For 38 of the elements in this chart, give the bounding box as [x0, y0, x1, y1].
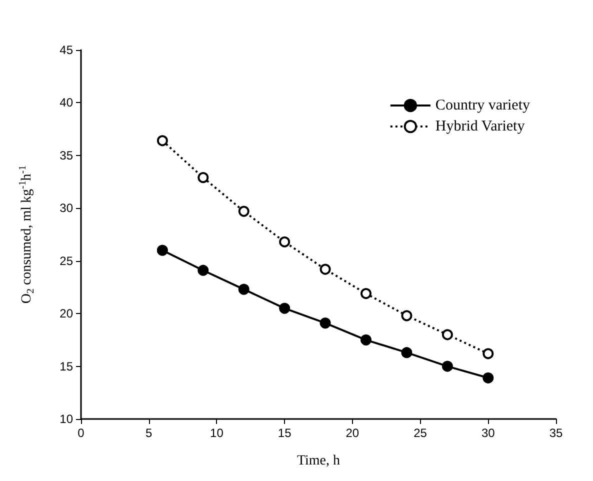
- y-tick-label: 45: [60, 43, 74, 57]
- point: [442, 360, 453, 372]
- x-tick-label: 30: [481, 426, 496, 440]
- point: [198, 264, 209, 276]
- x-tick-label: 10: [210, 426, 224, 440]
- point: [482, 348, 494, 360]
- point: [401, 347, 412, 358]
- y-axis-title: O2 consumed, ml kg-1h-1: [18, 165, 36, 304]
- y-tick-label: 40: [60, 96, 74, 110]
- point: [401, 310, 412, 322]
- y-tick-label: 25: [60, 254, 74, 268]
- x-tick-label: 35: [549, 426, 563, 440]
- point: [279, 302, 290, 314]
- point: [482, 372, 494, 384]
- point: [238, 284, 250, 295]
- point: [156, 135, 168, 146]
- x-tick-label: 20: [346, 426, 360, 440]
- point: [442, 329, 453, 340]
- x-tick-label: 15: [278, 426, 292, 440]
- point: [279, 236, 290, 248]
- point: [360, 334, 372, 346]
- legend-label: Hybrid Variety: [435, 118, 526, 134]
- x-tick-label: 25: [414, 426, 428, 440]
- y-tick-label: 35: [60, 148, 74, 162]
- y-tick-label: 30: [60, 201, 74, 216]
- point: [238, 206, 250, 217]
- x-tick-label: 5: [146, 426, 153, 440]
- point: [198, 172, 209, 184]
- point: [320, 264, 331, 275]
- x-axis-title: Time, h: [296, 454, 340, 468]
- x-tick-label: 0: [78, 426, 85, 440]
- point: [156, 244, 168, 256]
- y-tick-label: 15: [60, 359, 74, 374]
- y-tick-label: 20: [60, 306, 74, 321]
- point: [360, 288, 372, 300]
- point: [320, 318, 331, 329]
- y-tick-label: 10: [60, 412, 74, 426]
- legend-label: Country variety: [435, 98, 530, 114]
